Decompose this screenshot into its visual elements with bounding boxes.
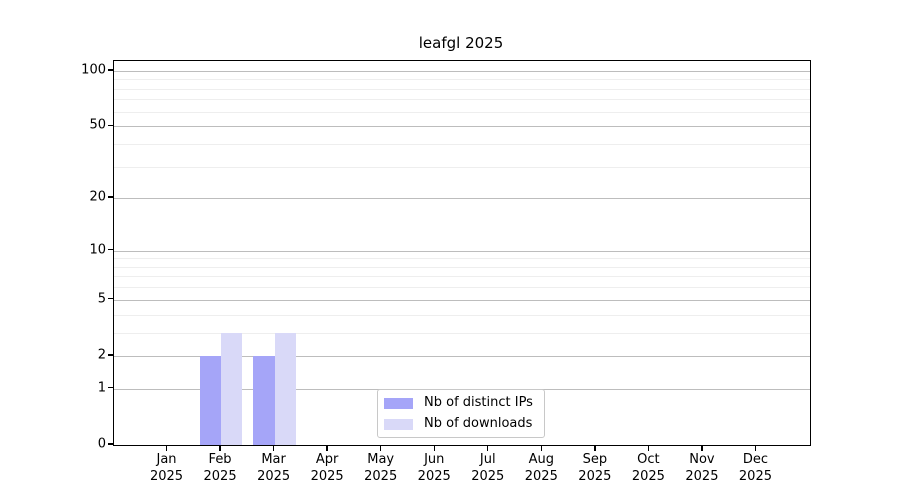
x-tick-label-nov: Nov 2025 [685,452,719,484]
bar-mar-downloads [274,332,297,445]
x-tick-label-jan: Jan 2025 [149,452,184,484]
x-tick-mark-oct [647,445,650,451]
y-tick-label-20: 20 [89,189,106,205]
x-tick-label-oct: Oct 2025 [631,452,665,484]
gridline-minor-8 [114,266,810,268]
bar-mar-distinct-ips [253,355,275,445]
chart-title: leafgl 2025 [418,34,504,52]
x-tick-mark-jul [487,445,489,451]
x-tick-label-apr: Apr 2025 [310,452,344,484]
x-tick-mark-aug [540,445,542,451]
x-tick-label-aug: Aug 2025 [524,452,558,484]
gridline-minor-6 [114,287,810,289]
gridline-major-10 [114,250,810,252]
bar-feb-distinct-ips [199,355,222,445]
x-tick-mark-feb [219,445,221,451]
y-tick-label-0: 0 [97,436,106,452]
x-tick-mark-sep [594,445,596,451]
y-tick-mark-50 [108,124,113,126]
x-tick-mark-jun [433,445,435,451]
gridline-minor-70 [114,99,810,101]
gridline-minor-80 [114,88,810,90]
y-tick-mark-100 [108,69,113,71]
gridline-minor-7 [114,276,810,278]
y-tick-mark-20 [108,196,113,198]
x-tick-mark-may [379,445,382,451]
x-tick-label-mar: Mar 2025 [257,452,291,484]
x-tick-mark-nov [701,445,703,451]
y-tick-label-50: 50 [89,117,106,133]
gridline-minor-40 [114,143,810,145]
legend-item-distinct-ips: Nb of distinct IPs [384,395,544,411]
gridline-major-2 [114,355,810,357]
y-tick-mark-1 [108,387,113,389]
y-tick-label-100: 100 [81,62,106,78]
y-tick-label-2: 2 [97,347,106,363]
y-tick-label-1: 1 [97,380,106,396]
x-tick-mark-jan [165,445,168,451]
x-tick-label-dec: Dec 2025 [738,452,772,484]
legend-swatch-downloads [384,418,413,430]
gridline-major-50 [114,126,810,128]
gridline-minor-4 [114,314,810,316]
x-tick-label-sep: Sep 2025 [578,452,612,484]
legend: Nb of distinct IPs Nb of downloads [377,389,545,438]
y-tick-label-10: 10 [89,242,106,258]
x-tick-label-may: May 2025 [364,452,398,484]
y-tick-mark-0 [108,443,113,445]
x-tick-label-jun: Jun 2025 [417,452,451,484]
gridline-minor-3 [114,332,810,334]
gridline-minor-30 [114,166,810,168]
bar-feb-downloads [221,332,243,445]
x-tick-mark-apr [326,445,328,451]
x-tick-mark-mar [272,445,275,451]
gridline-minor-9 [114,258,810,260]
x-tick-mark-dec [754,445,757,451]
y-tick-mark-10 [108,248,113,251]
gridline-major-100 [114,70,810,72]
y-tick-mark-5 [108,298,113,300]
gridline-major-20 [114,198,810,200]
x-tick-label-feb: Feb 2025 [203,452,237,484]
gridline-minor-90 [114,79,810,81]
gridline-major-5 [114,299,810,301]
legend-label-distinct-ips: Nb of distinct IPs [424,395,533,410]
x-tick-label-jul: Jul 2025 [471,452,505,484]
legend-item-downloads: Nb of downloads [384,416,544,432]
legend-swatch-distinct-ips [384,397,413,409]
plot-area [113,60,811,446]
y-tick-label-5: 5 [97,291,106,307]
y-tick-mark-2 [108,354,113,356]
legend-label-downloads: Nb of downloads [424,416,533,431]
gridline-minor-60 [114,111,810,113]
